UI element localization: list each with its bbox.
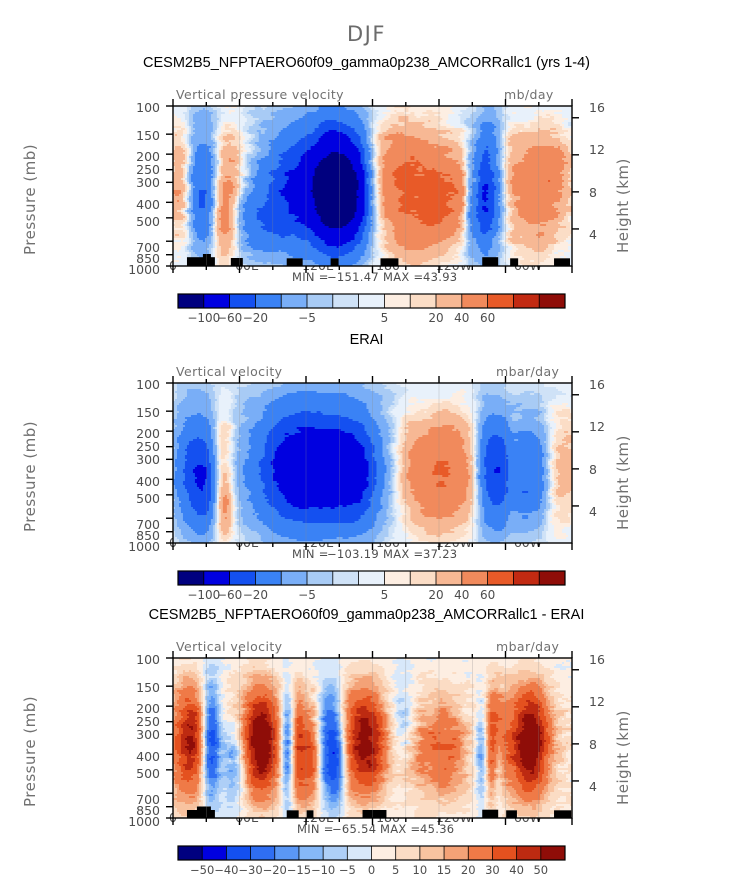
colorbar: [0, 332, 733, 612]
colorbar-tick: −5: [285, 588, 329, 602]
colorbar-tick: 50: [519, 863, 563, 877]
colorbar-tick: −20: [233, 588, 277, 602]
colorbar-svg: [0, 332, 733, 612]
colorbar: [0, 607, 733, 887]
panel-obs: ERAI Vertical velocity mbar/day Pressure…: [0, 332, 733, 612]
colorbar-tick: 5: [362, 588, 406, 602]
panel-difference: CESM2B5_NFPTAERO60f09_gamma0p238_AMCORRa…: [0, 607, 733, 887]
colorbar-svg: [0, 55, 733, 335]
colorbar-tick: 5: [362, 311, 406, 325]
colorbar-svg: [0, 607, 733, 887]
colorbar-tick: −5: [285, 311, 329, 325]
colorbar-tick: −20: [233, 311, 277, 325]
colorbar-tick: 60: [466, 311, 510, 325]
season-title: DJF: [0, 22, 733, 46]
panel-model: CESM2B5_NFPTAERO60f09_gamma0p238_AMCORRa…: [0, 55, 733, 335]
colorbar: [0, 55, 733, 335]
colorbar-tick: 60: [466, 588, 510, 602]
